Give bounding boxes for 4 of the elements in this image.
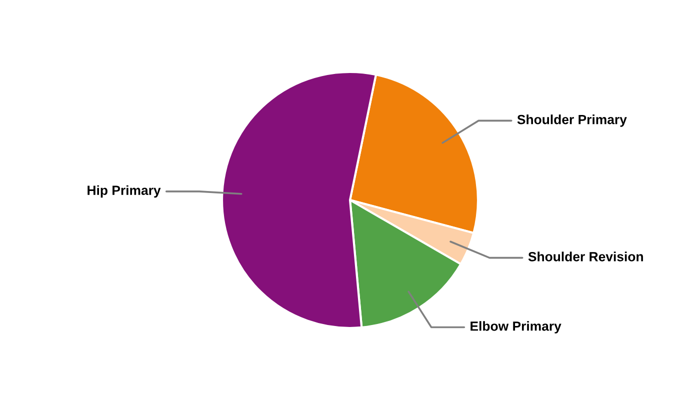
slice-label: Shoulder Primary bbox=[517, 114, 627, 127]
slice-label: Hip Primary bbox=[88, 185, 161, 198]
slice-label: Elbow Primary bbox=[470, 321, 562, 334]
slice-label: Shoulder Revision bbox=[528, 252, 643, 262]
